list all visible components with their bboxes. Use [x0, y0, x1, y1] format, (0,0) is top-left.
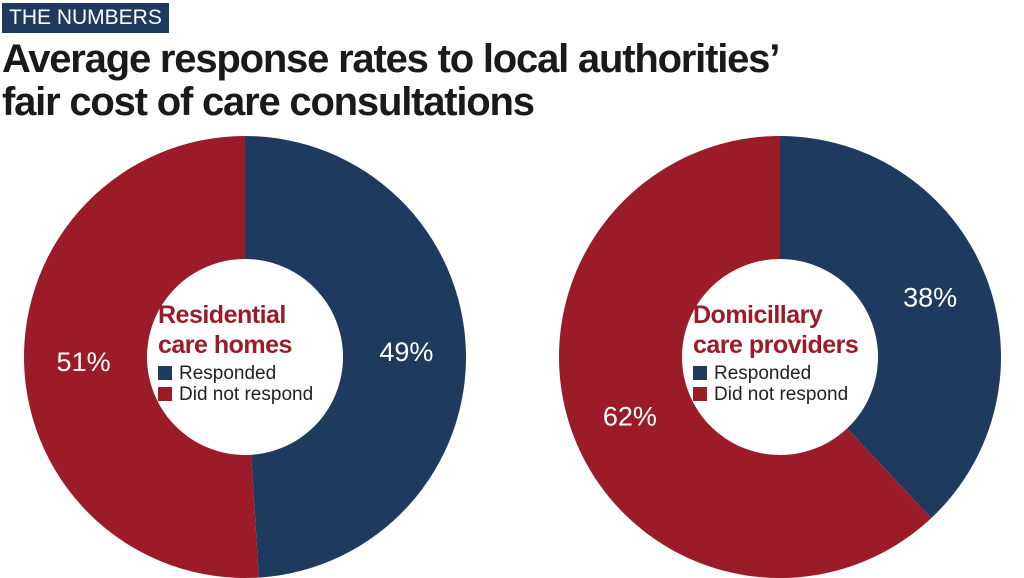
legend-label: Responded	[179, 363, 276, 384]
data-label: 49%	[379, 337, 433, 367]
center-label: care providers	[693, 331, 858, 359]
legend-label: Did not respond	[179, 384, 313, 405]
section-tag: THE NUMBERS	[2, 3, 169, 33]
legend-label: Did not respond	[714, 384, 848, 405]
slice-responded	[780, 136, 1001, 519]
legend-swatch	[158, 366, 172, 380]
page-title: Average response rates to local authorit…	[2, 37, 780, 124]
donut-hole	[147, 259, 343, 455]
legend-swatch	[158, 387, 172, 401]
donut-hole	[682, 259, 878, 455]
center-label: Domicillary	[693, 301, 823, 329]
data-label: 62%	[603, 401, 657, 431]
title-line-2: fair cost of care consultations	[2, 80, 535, 124]
legend-swatch	[693, 366, 707, 380]
data-label: 51%	[57, 347, 111, 377]
slice-responded	[245, 136, 467, 578]
data-label: 38%	[903, 283, 957, 313]
title-line-1: Average response rates to local authorit…	[2, 37, 780, 81]
legend-label: Responded	[714, 363, 811, 384]
center-label: Residential	[158, 301, 286, 329]
legend-swatch	[693, 387, 707, 401]
slice-did-not-respond	[24, 136, 259, 578]
center-label: care homes	[158, 331, 292, 359]
